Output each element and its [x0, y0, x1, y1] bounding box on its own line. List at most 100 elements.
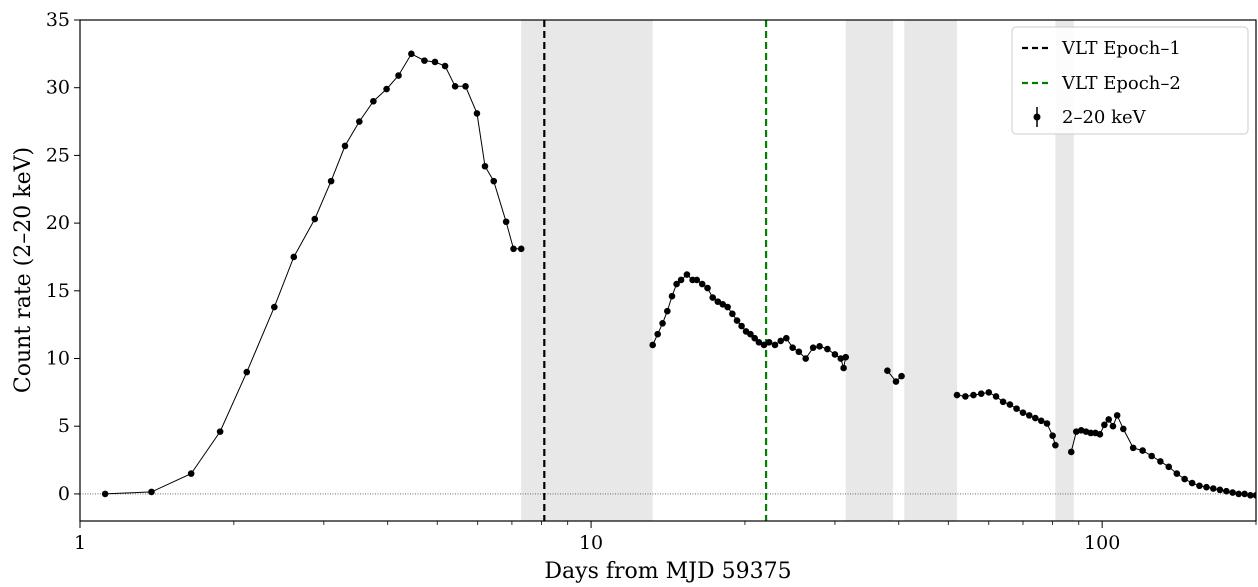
data-point: [765, 338, 773, 346]
data-point: [1101, 421, 1108, 429]
data-point: [1196, 482, 1203, 490]
data-point: [898, 372, 905, 380]
data-point: [1157, 458, 1164, 465]
y-axis-label: Count rate (2–20 keV): [11, 147, 36, 393]
x-axis-label: Days from MJD 59375: [544, 559, 791, 584]
data-point: [243, 368, 251, 376]
data-point: [719, 301, 727, 308]
data-point: [1043, 420, 1051, 427]
data-point: [654, 330, 661, 338]
legend: VLT Epoch–1 VLT Epoch–2 2–20 keV: [1011, 26, 1249, 135]
legend-label-vlt-epoch-2: VLT Epoch–2: [1061, 73, 1181, 94]
data-point: [1037, 417, 1045, 425]
shaded-gap-3: [1055, 20, 1074, 521]
data-point: [659, 320, 666, 327]
data-point: [809, 344, 817, 351]
data-point: [1105, 416, 1113, 423]
data-point: [673, 280, 680, 288]
y-tick-label: 25: [46, 144, 70, 166]
data-point: [985, 389, 993, 396]
data-point: [481, 162, 489, 170]
data-point: [451, 83, 459, 90]
data-point: [771, 341, 779, 349]
series-line-4: [1070, 414, 1256, 496]
data-point: [1188, 479, 1196, 487]
data-point: [1173, 470, 1181, 477]
data-point: [953, 391, 961, 399]
y-tick-label: 35: [46, 9, 70, 31]
data-point: [431, 58, 439, 66]
data-point: [1247, 491, 1254, 499]
data-point: [698, 280, 706, 288]
data-point: [421, 57, 428, 64]
data-point: [1223, 487, 1230, 495]
data-point: [441, 62, 449, 70]
axis-ticks: 0 5 10 15 20 25 30 35 1 10 100: [46, 9, 1257, 554]
data-point: [327, 177, 335, 185]
data-point: [187, 470, 195, 477]
data-point: [704, 284, 711, 292]
data-point: [1229, 489, 1236, 496]
series-line-1: [652, 273, 847, 369]
data-point: [1032, 414, 1039, 422]
data-point: [760, 341, 768, 349]
x-tick-label: 1: [74, 532, 86, 554]
data-point: [517, 245, 525, 253]
data-point: [992, 393, 1000, 400]
data-point: [842, 353, 850, 361]
data-point: [1181, 475, 1188, 483]
y-tick-label: 30: [46, 77, 70, 99]
data-point: [668, 292, 676, 300]
data-point: [148, 488, 155, 496]
data-point: [1109, 422, 1117, 430]
data-point: [795, 348, 803, 356]
data-point: [1120, 425, 1127, 433]
data-point: [755, 338, 763, 346]
data-point: [1025, 412, 1033, 419]
data-point: [1013, 405, 1020, 412]
data-point: [1139, 447, 1146, 454]
data-point: [747, 330, 754, 338]
data-point: [1096, 431, 1104, 438]
data-point: [729, 310, 736, 318]
data-point: [664, 307, 671, 315]
data-point: [1203, 483, 1210, 491]
data-point: [1235, 490, 1242, 498]
data-point: [840, 364, 847, 372]
data-point: [709, 294, 717, 301]
data-point: [290, 253, 298, 261]
legend-label-vlt-epoch-1: VLT Epoch–1: [1061, 38, 1181, 59]
y-tick-label: 5: [58, 415, 70, 437]
data-point: [789, 344, 796, 351]
data-point: [1067, 448, 1075, 456]
data-point: [783, 334, 790, 342]
data-point: [490, 177, 498, 185]
shaded-gap-2: [904, 20, 958, 521]
data-point: [1049, 432, 1056, 439]
data-point: [395, 72, 402, 79]
data-point: [733, 317, 741, 324]
data-point: [977, 390, 985, 398]
data-point: [777, 337, 785, 345]
shaded-gap-0: [521, 20, 653, 521]
data-point: [473, 110, 481, 117]
data-point: [649, 341, 656, 349]
data-point: [1216, 486, 1224, 494]
y-tick-label: 10: [46, 348, 70, 370]
data-point: [370, 97, 377, 105]
data-point: [341, 142, 349, 150]
data-point: [462, 83, 469, 90]
plot-frame: [79, 19, 1257, 522]
data-point: [271, 303, 278, 311]
data-point: [1006, 401, 1014, 408]
x-tick-label: 10: [579, 532, 603, 554]
legend-box: [1011, 26, 1249, 135]
data-point: [824, 345, 831, 353]
data-point: [816, 343, 823, 350]
data-point: [693, 276, 701, 284]
data-point: [970, 391, 977, 399]
data-point: [356, 118, 363, 125]
data-point: [1241, 490, 1248, 498]
shaded-gaps: [521, 20, 1074, 521]
